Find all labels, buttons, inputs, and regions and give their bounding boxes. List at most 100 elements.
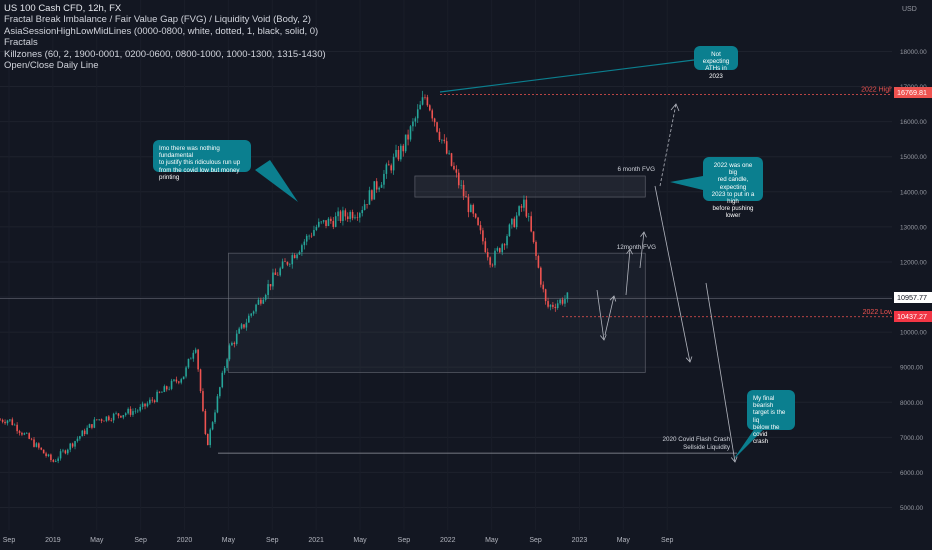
candle-body (91, 424, 93, 428)
candle-body (274, 272, 277, 275)
x-tick-label: 2019 (45, 537, 61, 544)
callout-not-expecting[interactable]: Not expecting ATHs in 2023 (694, 46, 738, 80)
candle-body (503, 244, 506, 246)
candle-body (134, 410, 137, 412)
candle-body (537, 255, 540, 268)
candle-body (66, 449, 69, 454)
candle-body (554, 306, 557, 309)
callout-pointer-line (439, 59, 695, 93)
callout-text: My final bearish (753, 395, 775, 410)
candle-body (47, 454, 50, 456)
candle-body (136, 410, 139, 412)
x-tick-label: May (222, 537, 236, 544)
indicator-asia-session[interactable]: AsiaSessionHighLowMidLines (0000-0800, w… (4, 25, 319, 37)
candle-body (93, 419, 96, 428)
candle-body (151, 399, 154, 401)
indicator-fractals[interactable]: Fractals (4, 37, 38, 49)
candle-body (366, 204, 368, 205)
candle-body (173, 379, 175, 381)
candle-body (74, 441, 76, 447)
candle-body (252, 311, 255, 314)
candle-body (228, 345, 231, 360)
candle-body (64, 450, 67, 454)
candle-body (320, 221, 323, 223)
low-price-tag: 10437.27 (894, 311, 932, 322)
candle-body (385, 164, 388, 174)
candle-body (206, 433, 209, 446)
candle-body (221, 372, 224, 388)
candle-body (250, 313, 253, 316)
fvg-zones (228, 175, 646, 373)
indicator-legend: US 100 Cash CFD, 12h, FX Fractal Break I… (4, 3, 326, 71)
candle-body (511, 218, 513, 225)
candle-body (23, 433, 26, 435)
candle-body (216, 396, 219, 413)
projection-arrow (639, 231, 645, 269)
candle-body (16, 424, 18, 432)
y-tick-label: 9000.00 (900, 365, 924, 372)
candle-body (453, 165, 455, 170)
candle-body (400, 145, 402, 160)
candle-body (267, 284, 269, 295)
candle-body (344, 210, 347, 217)
candle-body (86, 427, 88, 435)
candle-body (178, 381, 180, 383)
candle-body (549, 304, 552, 307)
candle-body (153, 400, 156, 402)
candle-body (129, 408, 132, 415)
candle-body (42, 449, 45, 454)
x-tick-label: May (353, 537, 367, 544)
projection-arrow-dashed (659, 103, 677, 187)
candle-body (477, 217, 479, 226)
y-tick-label: 13000.00 (900, 224, 927, 231)
candle-body (76, 438, 79, 442)
candle-body (122, 415, 125, 418)
candle-body (356, 217, 359, 218)
callout-text: 2022 was one big (713, 162, 753, 177)
currency-label: USD (902, 6, 917, 13)
candle-body (180, 379, 183, 383)
candle-body (346, 216, 349, 219)
callout-final-target[interactable]: My final bearish target is the liq below… (747, 390, 795, 445)
candle-body (240, 324, 243, 329)
candle-body (83, 430, 86, 435)
candle-body (260, 299, 262, 304)
candle-body (156, 391, 158, 402)
projection-arrow (705, 282, 736, 463)
chart-annotations: 6 month FVG 12month FVG 2020 Covid Flash C… (617, 166, 731, 451)
candle-body (332, 221, 335, 227)
candle-body (62, 450, 64, 452)
candle-body (429, 105, 431, 111)
x-tick-label: Sep (398, 537, 411, 544)
candle-body (57, 458, 59, 461)
candle-body (255, 304, 257, 312)
symbol-title[interactable]: US 100 Cash CFD, 12h, FX (4, 3, 122, 14)
candle-body (448, 153, 450, 154)
candle-body (552, 304, 554, 307)
candle-body (518, 206, 520, 216)
y-tick-label: 16000.00 (900, 119, 927, 126)
indicator-open-close[interactable]: Open/Close Daily Line (4, 60, 99, 72)
chart-grid (0, 50, 892, 508)
callout-red-candle[interactable]: 2022 was one big red candle, expecting 2… (703, 157, 763, 219)
price-axis[interactable]: USD 18000.0017000.0016000.0015000.001400… (892, 0, 932, 530)
candle-body (204, 410, 207, 434)
covid-crash-label: 2020 Covid Flash Crash (662, 436, 730, 443)
candle-body (359, 213, 361, 218)
candle-body (165, 386, 168, 390)
candle-body (523, 199, 525, 208)
candle-body (424, 97, 426, 98)
arrow-head (730, 456, 738, 463)
candle-body (1, 419, 4, 422)
x-tick-label: May (485, 537, 499, 544)
callout-text: target is the liq (753, 409, 786, 424)
callout-fundamental[interactable]: Imo there was nothing fundamental to jus… (153, 140, 251, 181)
indicator-fvg[interactable]: Fractal Break Imbalance / Fair Value Gap… (4, 14, 311, 26)
candle-body (95, 419, 98, 421)
candle-body (489, 257, 491, 265)
candle-body (462, 184, 465, 197)
indicator-killzones[interactable]: Killzones (60, 2, 1900-0001, 0200-0600, … (4, 48, 326, 60)
projection-arrow (654, 185, 691, 363)
time-axis[interactable]: Sep 2019 May Sep 2020 May Sep 2021 May Sep 2022 May… (0, 530, 932, 550)
